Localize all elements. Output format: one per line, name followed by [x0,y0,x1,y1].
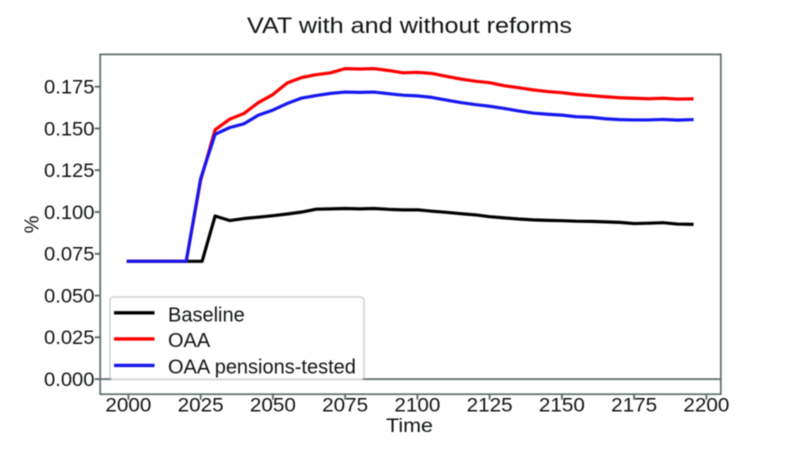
svg-text:Baseline: Baseline [168,304,245,326]
svg-text:VAT with and without reforms: VAT with and without reforms [247,13,572,38]
svg-text:OAA: OAA [168,330,211,352]
svg-text:2125: 2125 [467,396,513,417]
svg-text:%: % [22,215,44,233]
svg-text:0.125: 0.125 [44,161,95,182]
svg-text:OAA pensions-tested: OAA pensions-tested [168,357,356,379]
svg-text:0.150: 0.150 [44,119,95,140]
svg-text:2025: 2025 [178,396,224,417]
svg-text:0.100: 0.100 [44,203,95,224]
svg-text:2175: 2175 [611,396,657,417]
svg-text:0.175: 0.175 [44,78,95,99]
svg-text:2050: 2050 [250,396,296,417]
svg-text:2000: 2000 [105,396,151,417]
svg-text:0.025: 0.025 [44,328,95,349]
svg-text:2200: 2200 [683,396,729,417]
svg-text:2150: 2150 [539,396,585,417]
svg-text:Time: Time [386,416,433,437]
svg-text:0.050: 0.050 [44,287,95,308]
svg-text:2100: 2100 [394,396,440,417]
svg-text:2075: 2075 [322,396,368,417]
svg-text:0.000: 0.000 [44,370,95,391]
svg-text:0.075: 0.075 [44,245,95,266]
